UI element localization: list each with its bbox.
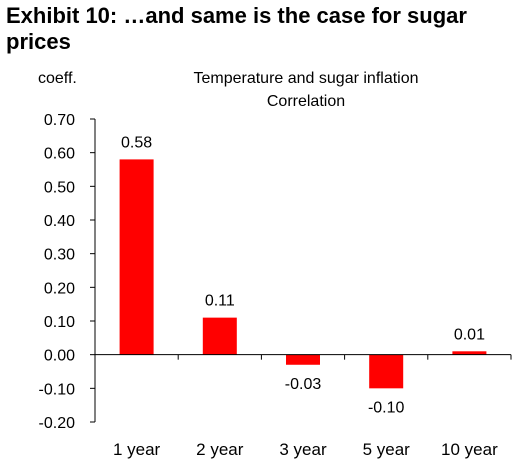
x-tick-label: 5 year (363, 440, 411, 459)
y-tick-label: 0.00 (44, 348, 75, 365)
x-tick-label: 1 year (113, 440, 161, 459)
bar (452, 351, 487, 355)
y-tick-label: -0.10 (39, 381, 76, 398)
x-tick-label: 3 year (279, 440, 327, 459)
y-tick-label: 0.40 (44, 213, 75, 230)
bar (119, 159, 154, 355)
bars: 0.58 0.11 -0.03 -0.10 0.01 (119, 134, 487, 416)
bar (286, 354, 320, 365)
bar (202, 317, 237, 355)
exhibit-title: Exhibit 10: …and same is the case for su… (6, 3, 467, 54)
x-axis: 1 year 2 year 3 year 5 year 10 year (94, 354, 512, 459)
data-label: 0.58 (121, 134, 152, 151)
y-axis-label: coeff. (38, 70, 77, 87)
chart-subtitle: Correlation (267, 93, 345, 110)
y-tick-label: 0.20 (44, 280, 75, 297)
y-axis: 0.70 0.60 0.50 0.40 0.30 0.20 0.10 0.00 -0.10 -0.… (39, 112, 96, 432)
data-label: 0.01 (454, 326, 485, 343)
y-tick-label: -0.20 (39, 415, 76, 432)
y-tick-label: 0.50 (44, 179, 75, 196)
y-tick-label: 0.60 (44, 146, 75, 163)
data-label: -0.03 (285, 376, 322, 393)
x-tick-label: 10 year (441, 440, 498, 459)
bar (369, 354, 404, 389)
x-tick-label: 2 year (196, 440, 244, 459)
data-label: -0.10 (368, 399, 405, 416)
y-tick-label: 0.10 (44, 314, 75, 331)
chart-title: Temperature and sugar inflation (193, 70, 418, 87)
data-label: 0.11 (205, 293, 235, 310)
y-tick-label: 0.30 (44, 247, 75, 264)
y-tick-label: 0.70 (44, 112, 75, 129)
